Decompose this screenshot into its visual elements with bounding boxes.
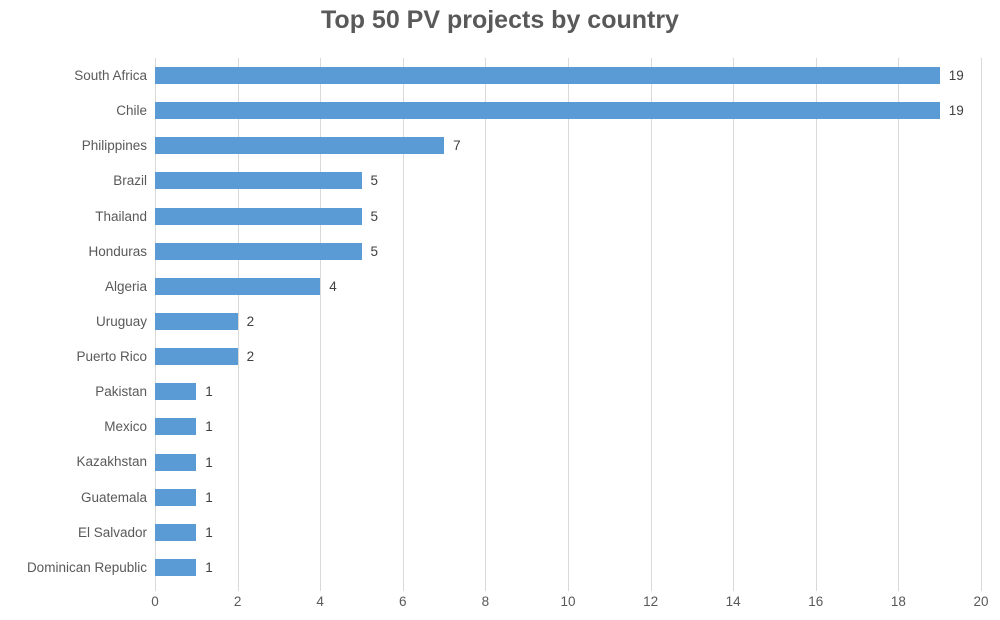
bar-value-label: 19: [948, 103, 964, 119]
axis-tick: [898, 585, 900, 591]
bar-philippines: [155, 137, 445, 155]
x-tick-label: 20: [973, 594, 989, 609]
bar-south-africa: [155, 67, 940, 85]
axis-tick: [650, 585, 652, 591]
gridline: [733, 58, 735, 585]
category-label: Algeria: [104, 278, 147, 294]
gridline: [650, 58, 652, 585]
x-tick-label: 6: [399, 594, 407, 609]
bar-value-label: 5: [370, 208, 379, 224]
axis-tick: [320, 585, 322, 591]
gridline: [981, 58, 982, 585]
x-tick-label: 18: [890, 594, 906, 609]
bar-value-label: 4: [329, 278, 337, 294]
bar-honduras: [155, 242, 362, 260]
category-label: Guatemala: [80, 489, 147, 505]
bar-mexico: [155, 418, 197, 436]
bar-value-label: 1: [205, 384, 213, 400]
bar-value-label: 19: [948, 68, 964, 84]
bar-pakistan: [155, 383, 197, 401]
axis-tick: [402, 585, 404, 591]
x-tick-label: 10: [560, 594, 576, 609]
gridline: [485, 58, 487, 585]
axis-tick: [981, 585, 982, 591]
x-axis-labels: 0 2 4 6 8 10 12 14 16 18 20: [151, 594, 988, 614]
bar-algeria: [155, 277, 321, 295]
category-label: Puerto Rico: [76, 349, 147, 365]
axis-tick: [237, 585, 239, 591]
bar-guatemala: [155, 488, 197, 506]
x-tick-label: 16: [808, 594, 824, 609]
bar-brazil: [155, 172, 362, 190]
x-tick-label: 4: [316, 594, 324, 609]
bar-value-label: 1: [205, 489, 213, 505]
axis-tick: [568, 585, 569, 591]
plot-area: 19 19 7 5 5 5 4 2 2 1 1 1 1 1 1: [155, 58, 982, 591]
x-tick-label: 2: [233, 594, 242, 609]
bar-value-label: 5: [370, 243, 379, 259]
bar-value-label: 1: [205, 524, 213, 540]
bar-el-salvador: [155, 523, 197, 541]
bar-thailand: [155, 207, 362, 225]
category-label: Mexico: [104, 419, 147, 435]
category-label: Chile: [116, 103, 147, 119]
bar-puerto-rico: [155, 348, 238, 366]
category-label: Pakistan: [95, 384, 147, 400]
y-axis-labels: South Africa Chile Philippines Brazil Thaila…: [0, 58, 155, 585]
x-tick-label: 12: [643, 594, 659, 609]
bar-value-label: 2: [246, 314, 255, 329]
category-label: El Salvador: [77, 524, 147, 540]
gridline: [898, 58, 900, 585]
bar-kazakhstan: [155, 453, 197, 471]
bar-value-label: 2: [246, 349, 255, 365]
category-label: Brazil: [113, 173, 147, 189]
category-label: Honduras: [88, 243, 147, 259]
bar-value-label: 5: [370, 173, 379, 189]
axis-tick: [815, 585, 817, 591]
gridline: [402, 58, 404, 585]
bar-uruguay: [155, 313, 238, 330]
gridline: [815, 58, 817, 585]
gridline: [568, 58, 569, 585]
category-label: Uruguay: [95, 313, 147, 329]
category-label: South Africa: [74, 68, 147, 83]
gridline: [320, 58, 322, 585]
bar-chile: [155, 102, 940, 120]
x-tick-label: 0: [151, 594, 159, 609]
category-label: Thailand: [95, 208, 147, 224]
x-tick-label: 8: [481, 594, 490, 609]
bar-value-label: 7: [453, 138, 461, 154]
x-tick-label: 14: [725, 594, 741, 609]
category-label: Dominican Republic: [26, 559, 147, 575]
bar-value-label: 1: [205, 419, 213, 435]
category-label: Philippines: [81, 138, 147, 154]
bar-value-label: 1: [205, 454, 213, 470]
gridline: [237, 58, 239, 585]
axis-tick: [485, 585, 487, 591]
chart-title: Top 50 PV projects by country: [321, 6, 679, 34]
category-label: Kazakhstan: [76, 454, 147, 470]
axis-tick: [155, 585, 156, 591]
bar-dominican-republic: [155, 558, 197, 576]
bar-value-label: 1: [205, 559, 213, 575]
axis-tick: [733, 585, 735, 591]
